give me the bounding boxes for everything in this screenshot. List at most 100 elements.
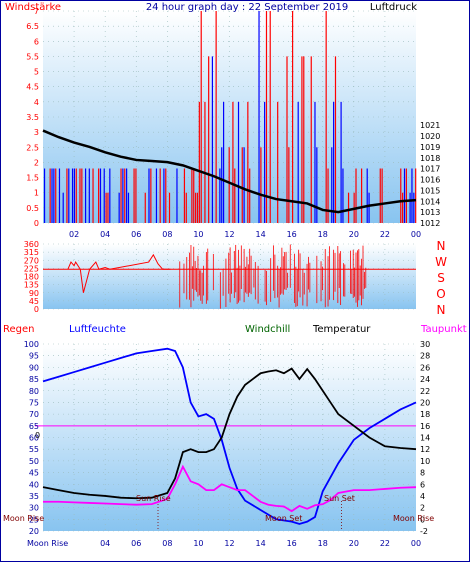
temperature-tick-label: 10 (420, 457, 430, 466)
temperature-tick-label: -2 (420, 527, 428, 536)
humidity-tick-label: 75 (29, 398, 39, 407)
hour-tick-label: 16 (287, 539, 297, 548)
hour-tick-label: 00 (411, 230, 421, 239)
humidity-tick-label: 60 (29, 434, 39, 443)
hour-tick-label: 14 (255, 230, 265, 239)
wind-direction-spikes (179, 244, 367, 309)
humidity-tick-label: 85 (29, 375, 39, 384)
pressure-tick-label: 1019 (420, 143, 440, 152)
temperature-tick-label: 20 (420, 398, 430, 407)
wind-tick-label: 7 (34, 7, 39, 16)
pressure-tick-label: 1021 (420, 121, 440, 130)
temperature-humidity-series (35, 347, 417, 531)
bottom-hour-ticks: 04 06 08 10 12 14 16 18 20 22 00 (100, 539, 421, 548)
pressure-tick-label: 1018 (420, 154, 440, 163)
bottom-moon-rise-label: Moon Rise (27, 539, 68, 548)
temperature-humidity-grid (43, 343, 416, 532)
humidity-line (42, 347, 417, 525)
hour-tick-label: 10 (193, 230, 203, 239)
wind-tick-label: 4.5 (26, 83, 39, 92)
temperature-tick-label: 18 (420, 410, 430, 419)
temperature-tick-label: 12 (420, 445, 430, 454)
temperature-tick-label: 6 (420, 480, 425, 489)
sun-set-marker: Sun Set (324, 494, 355, 503)
wind-axis-ticks: 0 0.5 1 1.5 2 2.5 3 3.5 4 4.5 5 5.5 6 6.5 7 (26, 7, 39, 228)
temperature-tick-label: 14 (420, 434, 430, 443)
compass-label: O (436, 287, 445, 301)
humidity-tick-label: 70 (29, 410, 39, 419)
wind-tick-label: 3 (34, 128, 39, 137)
humidity-tick-label: 45 (29, 469, 39, 478)
direction-tick-label: 135 (24, 281, 39, 290)
hour-tick-label: 04 (100, 539, 110, 548)
zero-line-label: 0 (35, 431, 40, 440)
humidity-tick-label: 100 (24, 340, 39, 349)
wind-tick-label: 1 (34, 189, 39, 198)
humidity-legend: Luftfeuchte (69, 324, 126, 335)
hour-tick-label: 18 (318, 539, 328, 548)
hour-tick-label: 16 (287, 230, 297, 239)
rain-legend: Regen (3, 324, 35, 335)
wind-tick-label: 2.5 (26, 143, 39, 152)
compass-label: W (435, 255, 447, 269)
hour-tick-label: 08 (162, 539, 172, 548)
temperature-legend: Temperatur (312, 324, 371, 335)
temperature-tick-label: 30 (420, 340, 430, 349)
hour-tick-label: 10 (193, 539, 203, 548)
direction-tick-label: 360 (24, 240, 39, 249)
humidity-tick-label: 20 (29, 527, 39, 536)
pressure-series (42, 129, 417, 214)
hour-tick-label: 04 (100, 230, 110, 239)
wind-tick-label: 5.5 (26, 52, 39, 61)
wind-tick-label: 0 (34, 219, 39, 228)
hour-tick-label: 14 (255, 539, 265, 548)
direction-tick-label: 270 (24, 256, 39, 265)
humidity-tick-label: 90 (29, 363, 39, 372)
humidity-tick-label: 80 (29, 387, 39, 396)
humidity-tick-label: 50 (29, 457, 39, 466)
dewpoint-line (43, 464, 417, 513)
wind-tick-label: 4 (34, 98, 39, 107)
hour-tick-label: 22 (380, 230, 390, 239)
compass-label: S (437, 271, 445, 285)
moon-rise-marker-right: Moon Rise (393, 514, 434, 523)
humidity-tick-label: 35 (29, 492, 39, 501)
wind-tick-label: 1.5 (26, 174, 39, 183)
pressure-tick-label: 1013 (420, 208, 440, 217)
hour-tick-label: 12 (224, 230, 234, 239)
humidity-tick-label: 40 (29, 480, 39, 489)
dewpoint-legend: Taupunkt (420, 324, 467, 335)
moon-rise-marker-left: Moon Rise (3, 514, 44, 523)
hour-tick-label: 20 (349, 539, 359, 548)
hour-tick-label: 06 (131, 230, 141, 239)
pressure-tick-label: 1017 (420, 165, 440, 174)
hour-tick-label: 12 (224, 539, 234, 548)
hour-tick-label: 08 (162, 230, 172, 239)
temperature-tick-label: 16 (420, 422, 430, 431)
direction-line (67, 253, 171, 293)
humidity-tick-label: 65 (29, 422, 39, 431)
temperature-tick-label: 8 (420, 469, 425, 478)
direction-tick-label: 315 (24, 248, 39, 257)
hour-tick-label: 06 (131, 539, 141, 548)
temperature-tick-label: 4 (420, 492, 425, 501)
temperature-tick-label: 28 (420, 352, 430, 361)
wind-tick-label: 6 (34, 37, 39, 46)
wind-direction-grid (43, 243, 416, 310)
humidity-tick-label: 25 (29, 515, 39, 524)
hour-tick-label: 18 (318, 230, 328, 239)
wind-tick-label: 5 (34, 68, 39, 77)
pressure-tick-label: 1020 (420, 132, 440, 141)
temperature-tick-label: 26 (420, 363, 430, 372)
windchill-legend: Windchill (245, 324, 290, 335)
direction-tick-label: 225 (24, 264, 39, 273)
wind-tick-label: 6.5 (26, 22, 39, 31)
pressure-tick-label: 1012 (420, 219, 440, 228)
pressure-tick-label: 1015 (420, 186, 440, 195)
temperature-tick-label: 22 (420, 387, 430, 396)
direction-tick-label: 90 (29, 289, 39, 298)
